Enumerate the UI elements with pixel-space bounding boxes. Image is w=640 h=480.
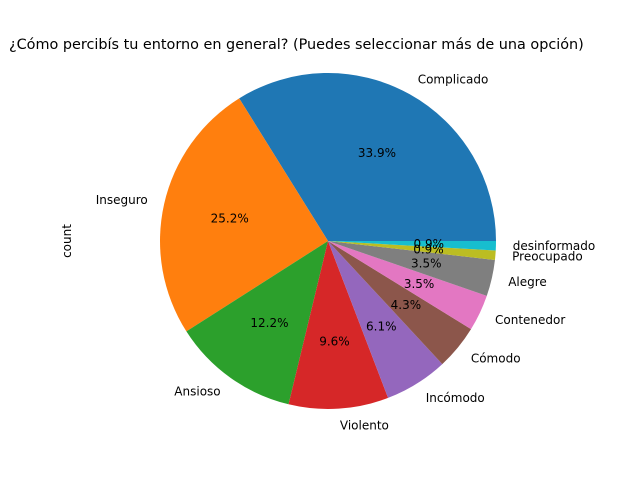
category-labels: Complicado Inseguro Ansioso Violento Incómod…: [96, 72, 595, 432]
slice-label-desinformado: desinformado: [513, 239, 595, 253]
pie-slice-violento: [288, 241, 389, 410]
pie-slice-comodo: [328, 241, 472, 365]
chart-title: ¿Cómo percibís tu entorno en general? (P…: [9, 37, 584, 53]
slice-label-complicado: Complicado: [418, 72, 489, 86]
pie-slice-complicado: [239, 73, 496, 241]
percent-label-alegre: 3.5%: [411, 256, 442, 270]
percent-label-contenedor: 3.5%: [404, 277, 435, 291]
pie-slices: [160, 73, 496, 410]
percent-label-violento: 9.6%: [319, 335, 350, 349]
pie-slice-inseguro: [160, 98, 328, 332]
pie-slice-contenedor: [328, 241, 487, 330]
slice-label-inseguro: Inseguro: [96, 193, 148, 207]
percent-label-desinformado: 0.9%: [414, 237, 445, 251]
percent-label-inseguro: 25.2%: [211, 212, 249, 226]
pie-slice-ansioso: [186, 241, 328, 405]
pie-slice-incomodo: [328, 241, 443, 398]
slice-label-incomodo: Incómodo: [426, 391, 485, 405]
slice-label-comodo: Cómodo: [471, 351, 521, 365]
percent-label-complicado: 33.9%: [358, 146, 396, 160]
percent-label-preocupado: 0.9%: [413, 243, 444, 257]
slice-label-contenedor: Contenedor: [495, 313, 565, 327]
y-axis-label: count: [60, 224, 74, 258]
pie-slice-alegre: [328, 241, 495, 296]
pie-slice-desinformado: [328, 241, 496, 251]
slice-label-ansioso: Ansioso: [174, 384, 220, 398]
slice-label-violento: Violento: [340, 418, 389, 432]
percent-label-ansioso: 12.2%: [250, 316, 288, 330]
percent-label-comodo: 4.3%: [391, 298, 422, 312]
percent-label-incomodo: 6.1%: [366, 320, 397, 334]
slice-label-preocupado: Preocupado: [512, 250, 583, 264]
pie-slice-preocupado: [328, 241, 496, 260]
percent-labels: 33.9%25.2%12.2%9.6%6.1%4.3%3.5%3.5%0.9%0…: [211, 146, 444, 349]
slice-label-alegre: Alegre: [508, 275, 547, 289]
